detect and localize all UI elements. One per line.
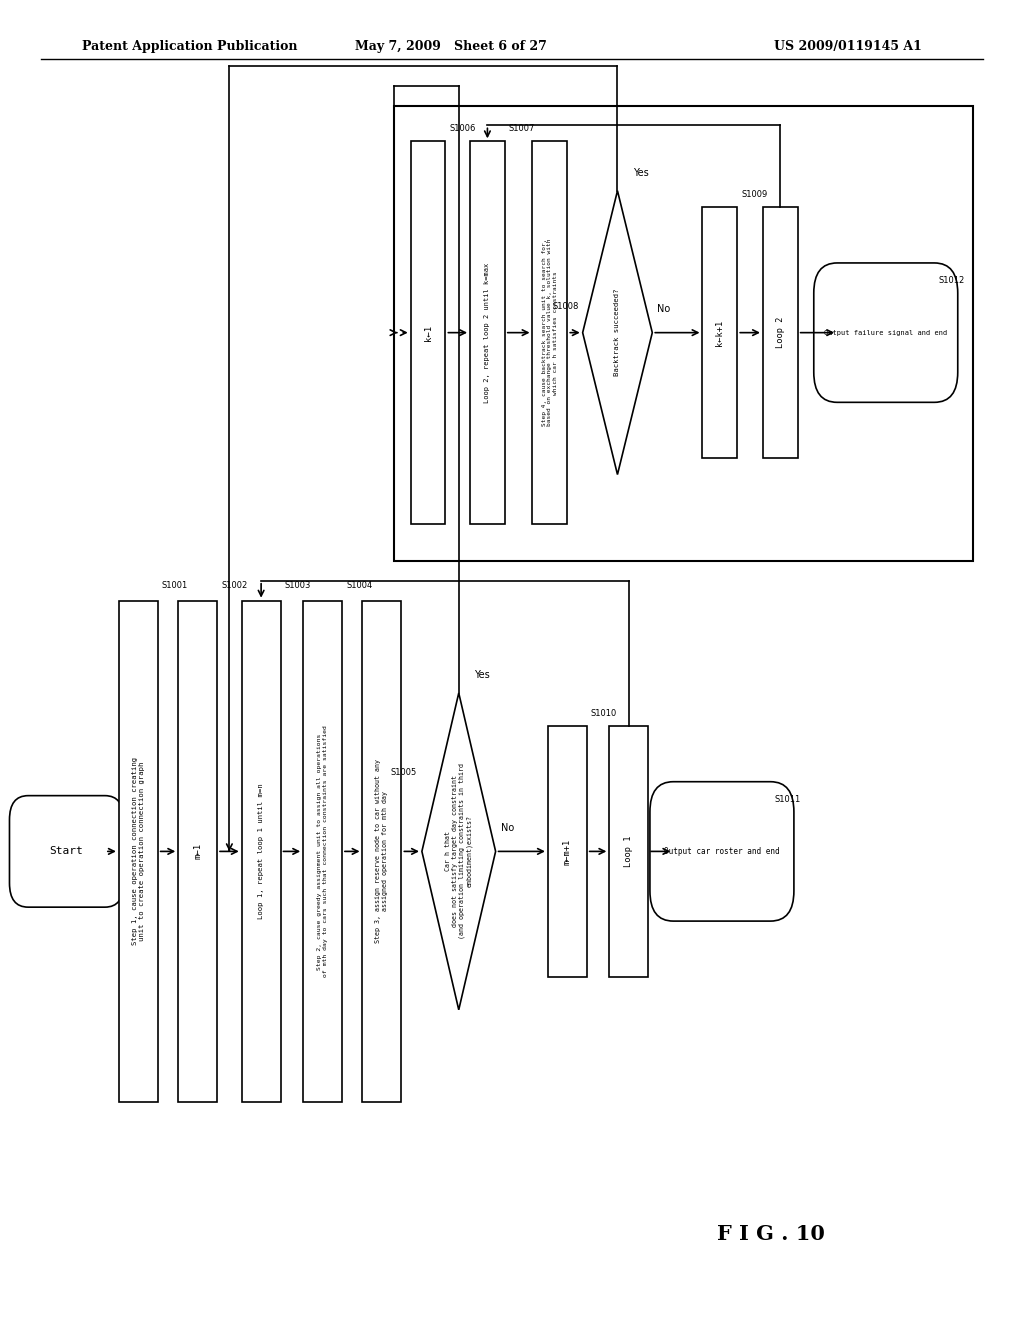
FancyBboxPatch shape [548,726,587,977]
Text: No: No [657,304,671,314]
Polygon shape [583,190,652,475]
Text: F I G . 10: F I G . 10 [717,1224,824,1245]
FancyBboxPatch shape [119,601,158,1102]
Text: S1006: S1006 [450,124,476,133]
Text: Car h that
does not satisfy target day constraint
(and operation limiting constr: Car h that does not satisfy target day c… [444,763,473,940]
Text: k←k+1: k←k+1 [716,319,724,346]
Text: Loop 1: Loop 1 [625,836,633,867]
Text: S1010: S1010 [591,709,617,718]
FancyBboxPatch shape [394,106,973,561]
Text: S1007: S1007 [509,124,536,133]
FancyBboxPatch shape [411,141,445,524]
FancyBboxPatch shape [609,726,648,977]
FancyBboxPatch shape [532,141,567,524]
FancyBboxPatch shape [178,601,217,1102]
Text: Step 1, cause operation connection creating
unit to create operation connection : Step 1, cause operation connection creat… [132,758,144,945]
Text: Start: Start [50,846,83,857]
Text: S1004: S1004 [346,581,373,590]
Text: Output car roster and end: Output car roster and end [665,847,779,855]
FancyBboxPatch shape [814,263,957,403]
FancyBboxPatch shape [362,601,401,1102]
Text: Backtrack succeeded?: Backtrack succeeded? [614,289,621,376]
Text: May 7, 2009   Sheet 6 of 27: May 7, 2009 Sheet 6 of 27 [354,40,547,53]
Text: Step 2, cause greedy assignment unit to assign all operations
of mth day to cars: Step 2, cause greedy assignment unit to … [317,726,328,977]
FancyBboxPatch shape [242,601,281,1102]
Text: Step 4, cause backtrack search unit to search for,
based on exchange threshold v: Step 4, cause backtrack search unit to s… [542,239,558,426]
FancyBboxPatch shape [650,781,794,921]
Text: US 2009/0119145 A1: US 2009/0119145 A1 [774,40,922,53]
Text: m←m+1: m←m+1 [563,838,571,865]
Text: m←1: m←1 [194,843,202,859]
Polygon shape [422,693,496,1010]
FancyBboxPatch shape [303,601,342,1102]
Text: S1005: S1005 [390,768,417,776]
Text: S1002: S1002 [221,581,248,590]
Text: S1009: S1009 [741,190,768,199]
FancyBboxPatch shape [763,207,798,458]
Text: No: No [501,822,514,833]
Text: Loop 2, repeat loop 2 until k=max: Loop 2, repeat loop 2 until k=max [484,263,490,403]
Text: Step 3, assign reserve node to car without any
assigned operation for mth day: Step 3, assign reserve node to car witho… [376,759,388,944]
FancyBboxPatch shape [702,207,737,458]
Text: S1008: S1008 [552,302,579,310]
Text: S1001: S1001 [162,581,188,590]
Text: Patent Application Publication: Patent Application Publication [82,40,297,53]
Text: k←1: k←1 [424,325,432,341]
Text: Loop 2: Loop 2 [776,317,784,348]
FancyBboxPatch shape [470,141,505,524]
Text: S1012: S1012 [938,276,965,285]
Text: Yes: Yes [633,168,648,177]
Text: Output failure signal and end: Output failure signal and end [824,330,947,335]
Text: Yes: Yes [474,669,489,680]
Text: S1003: S1003 [285,581,311,590]
Text: S1011: S1011 [774,795,801,804]
FancyBboxPatch shape [9,796,124,907]
Text: Loop 1, repeat loop 1 until m=n: Loop 1, repeat loop 1 until m=n [258,784,264,919]
